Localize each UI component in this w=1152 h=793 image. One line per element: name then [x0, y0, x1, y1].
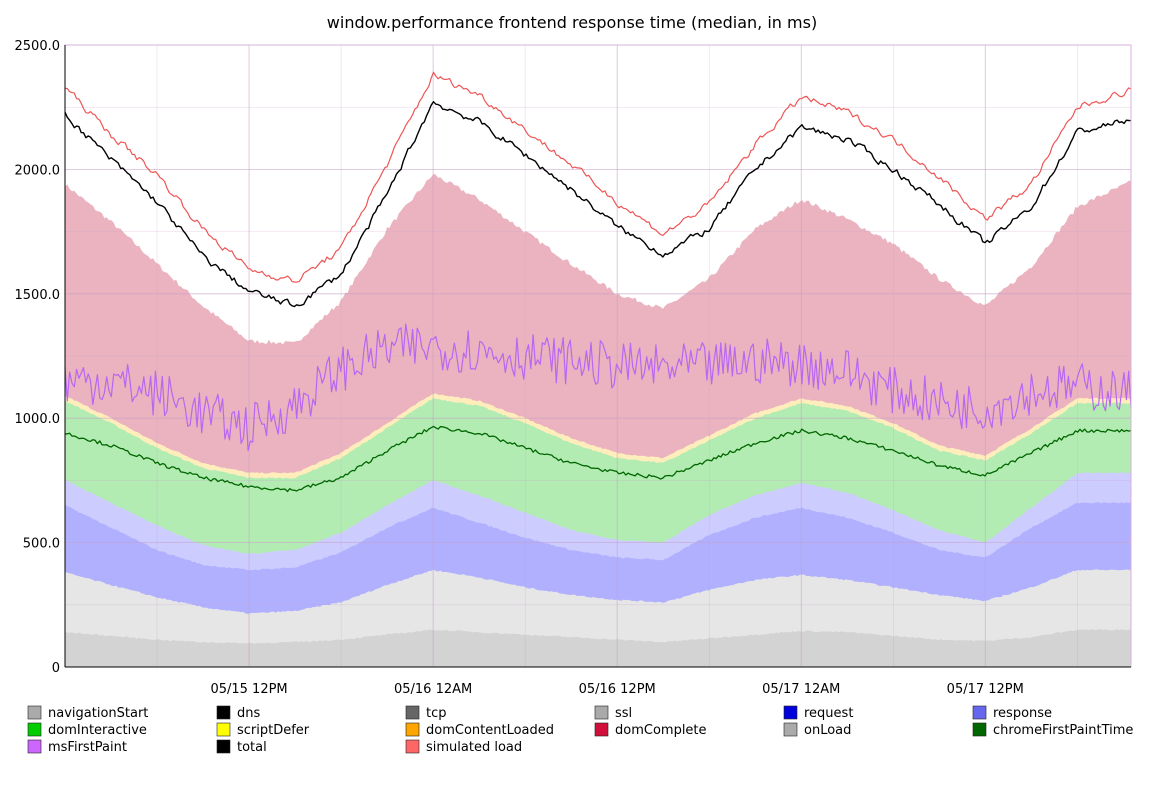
legend-label: dns [237, 706, 260, 721]
legend-swatch [405, 705, 420, 720]
legend-label: request [804, 706, 853, 721]
legend-swatch [972, 705, 987, 720]
legend-swatch [783, 705, 798, 720]
area-layers [65, 174, 1131, 667]
legend-swatch [27, 705, 42, 720]
legend-swatch [216, 739, 231, 754]
x-tick-label: 05/16 12AM [394, 682, 472, 697]
legend-item-chromefirstpainttime: chromeFirstPaintTime [972, 722, 1133, 738]
legend-item-total: total [216, 739, 267, 755]
legend-label: scriptDefer [237, 723, 310, 738]
legend-label: ssl [615, 706, 632, 721]
legend-swatch [27, 739, 42, 754]
legend-item-domcomplete: domComplete [594, 722, 707, 738]
y-tick-label: 1500.0 [15, 288, 61, 303]
line-msfirstpaint [64, 323, 1132, 452]
y-tick-label: 0 [52, 661, 60, 676]
x-tick-label: 05/16 12PM [579, 682, 656, 697]
legend-swatch [594, 705, 609, 720]
legend-swatch [216, 722, 231, 737]
line-total [64, 101, 1132, 308]
legend-label: tcp [426, 706, 447, 721]
y-tick-label: 2000.0 [15, 163, 61, 178]
legend-label: onLoad [804, 723, 851, 738]
y-tick-label: 1000.0 [15, 412, 61, 427]
y-tick-label: 500.0 [23, 537, 60, 552]
legend-item-ssl: ssl [594, 705, 632, 721]
legend-label: chromeFirstPaintTime [993, 723, 1133, 738]
legend-item-simulated-load: simulated load [405, 739, 522, 755]
area-layer-1 [65, 629, 1131, 667]
legend-label: total [237, 740, 267, 755]
chart-title: window.performance frontend response tim… [327, 13, 817, 32]
legend-swatch [594, 722, 609, 737]
series-lines [64, 71, 1132, 493]
legend-item-navigationstart: navigationStart [27, 705, 148, 721]
legend-label: domComplete [615, 723, 707, 738]
legend-item-dominteractive: domInteractive [27, 722, 147, 738]
legend: navigationStart dns tcp ssl request response d… [27, 705, 1133, 755]
legend-swatch [405, 722, 420, 737]
legend-label: domContentLoaded [426, 723, 554, 738]
legend-item-tcp: tcp [405, 705, 447, 721]
legend-label: simulated load [426, 740, 522, 755]
legend-swatch [405, 739, 420, 754]
legend-item-onload: onLoad [783, 722, 851, 738]
x-tick-label: 05/17 12AM [762, 682, 840, 697]
legend-item-scriptdefer: scriptDefer [216, 722, 310, 738]
legend-label: domInteractive [48, 723, 147, 738]
legend-label: response [993, 706, 1052, 721]
line-chromefirstpainttime [64, 425, 1132, 493]
line-simulated-load [64, 71, 1132, 283]
legend-label: msFirstPaint [48, 740, 127, 755]
legend-label: navigationStart [48, 706, 148, 721]
legend-swatch [216, 705, 231, 720]
legend-item-request: request [783, 705, 853, 721]
legend-item-response: response [972, 705, 1052, 721]
axes: 0 500.0 1000.0 1500.0 2000.0 2500.0 05/15 12PM… [15, 39, 1132, 697]
legend-swatch [783, 722, 798, 737]
legend-item-msfirstpaint: msFirstPaint [27, 739, 127, 755]
x-tick-label: 05/15 12PM [210, 682, 287, 697]
legend-item-domcontentloaded: domContentLoaded [405, 722, 554, 738]
legend-swatch [27, 722, 42, 737]
legend-item-dns: dns [216, 705, 260, 721]
y-tick-label: 2500.0 [15, 39, 61, 54]
legend-swatch [972, 722, 987, 737]
x-tick-label: 05/17 12PM [947, 682, 1024, 697]
